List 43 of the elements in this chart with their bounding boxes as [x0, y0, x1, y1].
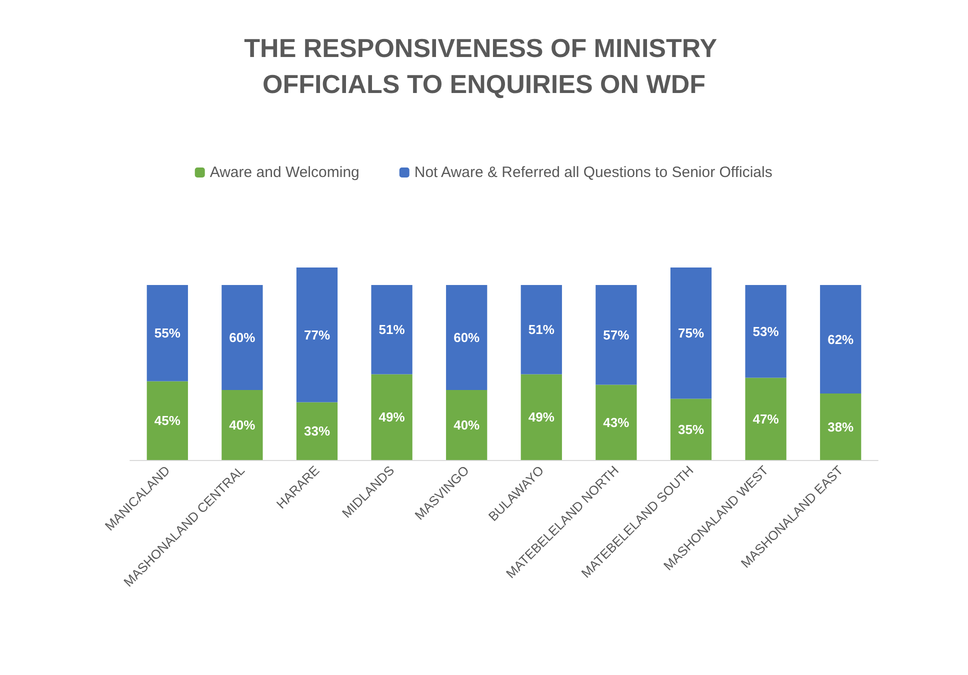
data-label: 51%: [378, 322, 406, 338]
data-label: 40%: [229, 418, 256, 432]
data-label: 55%: [154, 326, 181, 341]
bar: [820, 394, 862, 460]
data-label: 49%: [378, 410, 406, 425]
bar: [745, 285, 786, 378]
bar: [820, 285, 862, 394]
data-label: 33%: [304, 424, 330, 439]
legend-label: Not Aware & Referred all Questions to Senior Officials: [414, 164, 772, 181]
data-label: 40%: [454, 418, 480, 432]
data-label: 77%: [304, 327, 330, 342]
bar: [745, 378, 786, 460]
data-label: 53%: [752, 324, 780, 339]
bar: [520, 285, 562, 374]
data-label: 49%: [528, 410, 555, 425]
data-label: 60%: [229, 330, 256, 345]
bar: [596, 285, 637, 385]
data-label: 60%: [454, 330, 480, 345]
bar: [296, 268, 338, 402]
bar: [670, 398, 712, 460]
data-label: 51%: [528, 322, 555, 338]
data-label: 38%: [828, 419, 854, 434]
data-label: 57%: [603, 327, 630, 342]
bar: [222, 285, 263, 390]
legend-label: Aware and Welcoming: [210, 164, 360, 181]
bar: [446, 285, 488, 390]
data-label: 62%: [828, 332, 854, 347]
bar: [670, 268, 712, 399]
data-label: 75%: [678, 326, 704, 341]
bar: [371, 374, 412, 460]
bar: [371, 285, 412, 374]
bar: [146, 381, 188, 460]
data-label: 43%: [603, 414, 630, 430]
bar: [596, 384, 637, 460]
bar: [146, 285, 188, 382]
data-label: 35%: [678, 422, 704, 437]
bar: [520, 374, 562, 460]
bar: [296, 402, 338, 460]
data-label: 45%: [154, 413, 181, 428]
bar: [222, 390, 263, 460]
data-label: 47%: [752, 411, 780, 426]
chart-title: THE RESPONSIVENESS OF MINISTRY OFFICIALS TO ENQUIRIES ON WDF: [244, 33, 724, 99]
bar: [446, 390, 488, 460]
